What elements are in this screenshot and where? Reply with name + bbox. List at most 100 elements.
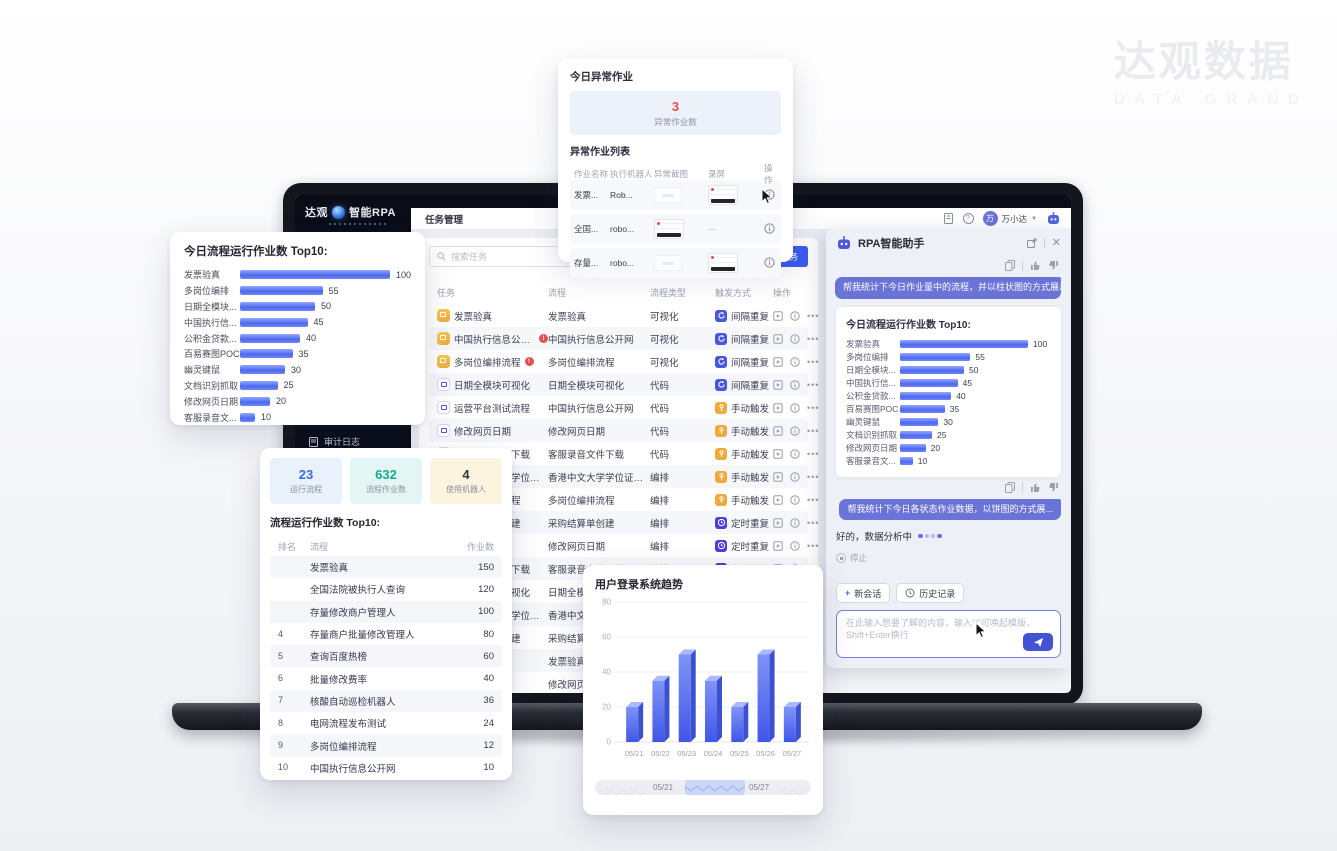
more-icon[interactable]: •••: [807, 379, 820, 390]
ranking-row[interactable]: 10 中国执行信息公开网 10: [270, 757, 502, 779]
log-icon[interactable]: [773, 379, 783, 390]
stats-card: 23 运行流程 632 流程作业数 4 使用机器人 流程运行作业数 Top10: 排名 流程…: [260, 448, 512, 780]
log-icon[interactable]: [773, 425, 783, 436]
more-icon[interactable]: •••: [807, 517, 820, 528]
more-icon[interactable]: •••: [807, 494, 820, 505]
document-icon[interactable]: [943, 213, 954, 224]
thumbs-down-icon[interactable]: [1048, 260, 1059, 271]
more-icon[interactable]: •••: [807, 540, 820, 551]
job-name: 存量...: [574, 258, 599, 268]
abnormal-row[interactable]: 存量... robo...: [570, 248, 781, 278]
log-icon[interactable]: [773, 471, 783, 482]
assistant-chart-title: 今日流程运行作业数 Top10:: [846, 319, 971, 331]
thumbs-up-icon[interactable]: [1030, 482, 1041, 493]
info-icon[interactable]: [764, 222, 775, 234]
more-icon[interactable]: •••: [807, 356, 820, 367]
task-type-icon: [437, 332, 450, 345]
screenshot-thumbnail[interactable]: [708, 185, 738, 205]
copy-icon[interactable]: [1005, 481, 1015, 493]
data-zoom-slider[interactable]: 05/21 05/27: [595, 780, 811, 795]
app-logo-subtext: [329, 223, 387, 225]
log-icon[interactable]: [773, 310, 783, 321]
more-icon[interactable]: •••: [807, 402, 820, 413]
chart-bar-row: 修改网页日期 20: [846, 442, 1051, 455]
login-trend-title: 用户登录系统趋势: [595, 579, 683, 591]
chat-input[interactable]: 在此输入想要了解的内容，输入"/"可唤起模版，Shift+Enter换行: [836, 610, 1061, 658]
ranking-row[interactable]: 6 批量修改费率 40: [270, 667, 502, 689]
column-header: 操作: [773, 287, 792, 298]
ranking-row[interactable]: 5 查询百度热榜 60: [270, 645, 502, 668]
info-icon[interactable]: [790, 448, 800, 459]
history-button[interactable]: 历史记录: [896, 583, 965, 603]
table-row[interactable]: 中国执行信息公开网! 中国执行信息公开网 可视化 间隔重复 •••: [429, 327, 818, 350]
bar-value: 25: [937, 430, 947, 441]
table-row[interactable]: 运营平台测试流程 中国执行信息公开网 代码 手动触发 •••: [429, 396, 818, 419]
assistant-launcher-icon[interactable]: [1046, 212, 1061, 225]
trigger-cell: 手动触发: [715, 470, 773, 484]
help-icon[interactable]: ?: [962, 213, 974, 224]
ranking-row[interactable]: 发票验真 150: [270, 556, 502, 579]
log-icon[interactable]: [773, 356, 783, 367]
manual-trigger-icon: [715, 401, 727, 414]
bar: [240, 412, 255, 422]
thumbs-up-icon[interactable]: [1030, 260, 1041, 271]
info-icon[interactable]: [790, 333, 800, 344]
screen-record-cell: [708, 253, 764, 273]
close-icon[interactable]: ✕: [1051, 236, 1061, 249]
ranking-row[interactable]: 7 核酸自动巡检机器人 36: [270, 689, 502, 713]
bar: [900, 366, 964, 374]
table-row[interactable]: 发票验真 发票验真 可视化 间隔重复 •••: [429, 304, 818, 327]
abnormal-row[interactable]: 全国... robo... —: [570, 214, 781, 244]
send-button[interactable]: [1023, 633, 1053, 651]
info-icon[interactable]: [790, 310, 800, 321]
table-row[interactable]: 日期全模块可视化 日期全模块可视化 代码 间隔重复 •••: [429, 373, 818, 396]
info-icon[interactable]: [790, 379, 800, 390]
user-message-1: 帮我统计下今日作业量中的流程，并以柱状图的方式展示: [835, 277, 1061, 299]
ranking-row[interactable]: 存量修改商户管理人 100: [270, 600, 502, 623]
user-menu[interactable]: 万 万小达 ▼: [982, 211, 1037, 226]
sidebar-item-audit-log[interactable]: 审计日志: [309, 435, 360, 448]
copy-icon[interactable]: [1005, 260, 1015, 271]
info-icon[interactable]: [790, 517, 800, 528]
ranking-row[interactable]: 9 多岗位编排流程 12: [270, 734, 502, 757]
more-icon[interactable]: •••: [807, 333, 820, 344]
log-icon[interactable]: [773, 333, 783, 344]
rank-cell: 7: [278, 695, 284, 706]
stop-generating[interactable]: 停止: [836, 552, 1061, 564]
open-external-icon[interactable]: [1026, 238, 1037, 248]
log-icon[interactable]: [773, 402, 783, 413]
zoom-window[interactable]: [685, 780, 745, 795]
ranking-row[interactable]: 全国法院被执行人查询 120: [270, 578, 502, 600]
info-icon[interactable]: [790, 494, 800, 505]
info-icon[interactable]: [790, 540, 800, 551]
thumbs-down-icon[interactable]: [1048, 482, 1059, 493]
screenshot-thumbnail[interactable]: [654, 219, 684, 239]
log-icon[interactable]: [773, 540, 783, 551]
chart-bar-row: 日期全模块... 50: [846, 364, 1051, 377]
log-icon[interactable]: [773, 448, 783, 459]
loading-indicator: [918, 534, 943, 539]
new-chat-button[interactable]: + 新会话: [836, 583, 891, 603]
process-name: 电网流程发布测试: [310, 719, 387, 731]
screenshot-thumbnail[interactable]: [708, 253, 738, 273]
ranking-row[interactable]: 8 电网流程发布测试 24: [270, 712, 502, 734]
more-icon[interactable]: •••: [807, 471, 820, 482]
ranking-row[interactable]: 4 存量商户批量修改管理人 80: [270, 623, 502, 645]
more-icon[interactable]: •••: [807, 425, 820, 436]
chevron-down-icon: ▼: [1031, 215, 1037, 222]
log-icon[interactable]: [773, 517, 783, 528]
more-icon[interactable]: •••: [807, 448, 820, 459]
info-icon[interactable]: [764, 256, 775, 268]
info-icon[interactable]: [790, 425, 800, 436]
abnormal-row[interactable]: 发票... Rob...: [570, 180, 781, 210]
table-row[interactable]: 修改网页日期 修改网页日期 代码 手动触发 •••: [429, 419, 818, 442]
log-icon[interactable]: [773, 494, 783, 505]
chart-bar-row: 发票验真 100: [184, 267, 411, 283]
table-row[interactable]: 多岗位编排流程! 多岗位编排流程 可视化 间隔重复 •••: [429, 350, 818, 373]
info-icon[interactable]: [790, 356, 800, 367]
task-cell: 运营平台测试流程: [437, 401, 548, 415]
info-icon[interactable]: [790, 471, 800, 482]
more-icon[interactable]: •••: [807, 310, 820, 321]
info-icon[interactable]: [790, 402, 800, 413]
tab-task-management[interactable]: 任务管理: [425, 214, 464, 226]
